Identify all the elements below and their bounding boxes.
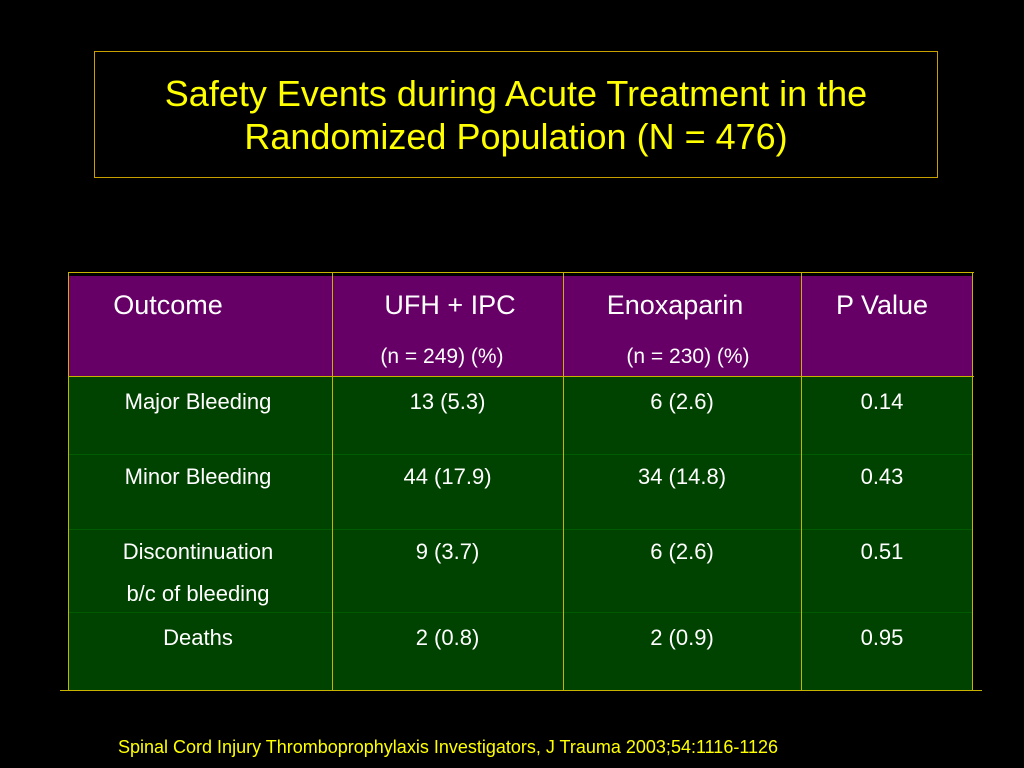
cell-ufh-ipc: 13 (5.3) [409, 389, 486, 414]
row-divider [68, 612, 972, 613]
table-bottom-border [60, 690, 982, 691]
cell-ufh-ipc: 2 (0.8) [415, 625, 480, 650]
cell-ufh-ipc: 44 (17.9) [403, 464, 492, 489]
table-header-background [68, 276, 972, 376]
column-border [563, 272, 564, 690]
table-body-background [68, 376, 972, 690]
cell-outcome: Deaths [163, 625, 233, 650]
cell-outcome: Minor Bleeding [124, 464, 272, 489]
column-border [801, 272, 802, 690]
header-bottom-border [68, 376, 974, 377]
cell-enoxaparin: 6 (2.6) [650, 539, 714, 564]
header-p-value: P Value [835, 290, 929, 320]
cell-enoxaparin: 34 (14.8) [637, 464, 727, 489]
slide-title: Safety Events during Acute Treatment in … [164, 72, 868, 157]
cell-enoxaparin: 6 (2.6) [650, 389, 714, 414]
cell-outcome: Major Bleeding [124, 389, 272, 414]
header-ufh-ipc: UFH + IPC [384, 290, 516, 320]
cell-p-value: 0.43 [860, 464, 904, 489]
header-enoxaparin-subtitle: (n = 230) (%) [626, 345, 750, 368]
cell-p-value: 0.51 [860, 539, 904, 564]
column-border [332, 272, 333, 690]
header-ufh-ipc-subtitle: (n = 249) (%) [380, 345, 504, 368]
slide-title-box: Safety Events during Acute Treatment in … [94, 51, 938, 178]
header-outcome: Outcome [113, 290, 223, 320]
citation-footnote: Spinal Cord Injury Thromboprophylaxis In… [118, 737, 779, 757]
row-divider [68, 529, 972, 530]
cell-outcome: Discontinuation b/c of bleeding [122, 539, 274, 606]
row-divider [68, 454, 972, 455]
table-top-border [68, 272, 974, 273]
cell-p-value: 0.14 [860, 389, 904, 414]
cell-ufh-ipc: 9 (3.7) [415, 539, 480, 564]
cell-p-value: 0.95 [860, 625, 904, 650]
column-border [68, 272, 69, 690]
column-border [972, 272, 973, 690]
header-enoxaparin: Enoxaparin [606, 290, 744, 320]
cell-enoxaparin: 2 (0.9) [650, 625, 714, 650]
safety-events-table: Outcome UFH + IPC (n = 249) (%) Enoxapar… [60, 272, 982, 692]
